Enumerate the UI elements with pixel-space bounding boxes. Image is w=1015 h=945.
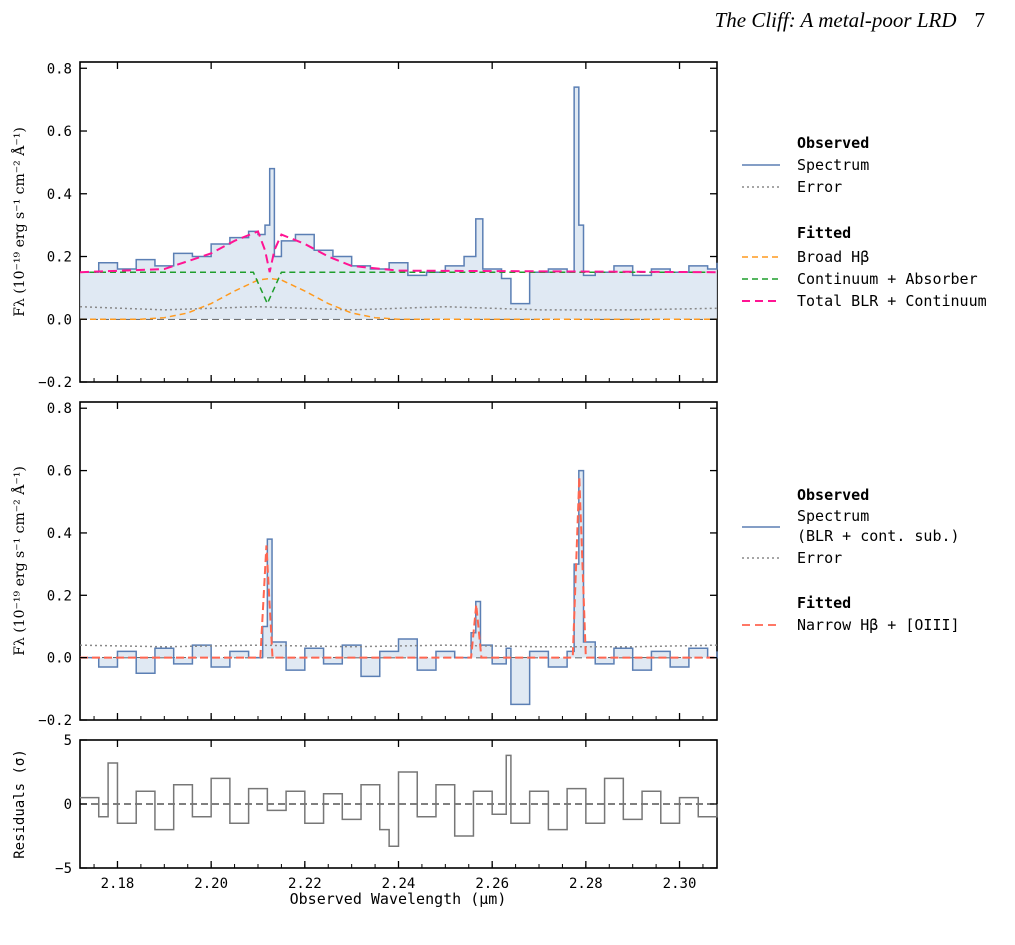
y-tick-label: 0.4 <box>47 526 72 542</box>
running-title: The Cliff: A metal-poor LRD <box>714 8 957 32</box>
y-tick-label: −0.2 <box>38 375 72 391</box>
y-tick-label: 0 <box>64 797 72 813</box>
panel-middle-plot: −0.2 0.0 0.2 0.4 0.6 0.8 <box>38 401 718 729</box>
panel-top-frame <box>79 61 718 383</box>
y-tick-label: 0.2 <box>47 250 72 266</box>
legend-top-spectrum: Spectrum <box>797 156 869 174</box>
y-tick-label: 0.0 <box>47 651 72 667</box>
legend-mid-error: Error <box>797 549 842 567</box>
y-tick-label: 5 <box>64 733 72 749</box>
y-tick-label: −5 <box>55 861 72 877</box>
y-tick-label: 0.6 <box>47 464 72 480</box>
x-tick-label: 2.18 <box>101 876 135 892</box>
panel-top-ylabel: Fλ (10⁻¹⁹ erg s⁻¹ cm⁻² Å⁻¹) <box>10 127 28 317</box>
y-tick-label: 0.8 <box>47 61 72 77</box>
spectrum-fill <box>80 87 717 320</box>
legend-top-error: Error <box>797 178 842 196</box>
running-header: The Cliff: A metal-poor LRD 7 <box>715 8 985 33</box>
x-axis-label: Observed Wavelength (μm) <box>290 890 507 908</box>
series-narrow-h-oiii- <box>80 476 717 659</box>
spectrum-fill <box>80 470 717 705</box>
series-broad-h- <box>80 277 717 321</box>
panel-middle-frame <box>79 401 718 721</box>
x-tick-label: 2.26 <box>475 876 509 892</box>
y-tick-label: 0.6 <box>47 124 72 140</box>
series-total-blr-continuum <box>79 230 718 274</box>
legend-top-total: Total BLR + Continuum <box>797 292 987 310</box>
x-tick-label: 2.20 <box>194 876 228 892</box>
legend-top-cont: Continuum + Absorber <box>797 270 978 288</box>
legend-top: Observed Spectrum Error Fitted Broad Hβ … <box>742 134 987 310</box>
panel-middle-ylabel: Fλ (10⁻¹⁹ erg s⁻¹ cm⁻² Å⁻¹) <box>10 466 28 656</box>
legend-mid-narrow: Narrow Hβ + [OIII] <box>797 616 960 634</box>
legend-top-fitted-title: Fitted <box>797 224 851 242</box>
x-tick-label: 2.24 <box>382 876 416 892</box>
legend-mid-spectrum-note: (BLR + cont. sub.) <box>797 527 960 545</box>
y-tick-label: 0.0 <box>47 312 72 328</box>
panel-top-plot: −0.2 0.0 0.2 0.4 0.6 0.8 <box>38 61 718 391</box>
series-residuals <box>80 754 718 847</box>
y-tick-label: 0.2 <box>47 588 72 604</box>
legend-mid-observed-title: Observed <box>797 486 869 504</box>
panel-bottom-plot: 2.18 2.20 2.22 2.24 2.26 2.28 2.30 −5 0 5 <box>55 733 718 892</box>
page-number: 7 <box>974 8 986 32</box>
y-tick-label: 0.8 <box>47 401 72 417</box>
legend-top-observed-title: Observed <box>797 134 869 152</box>
x-tick-label: 2.30 <box>663 876 697 892</box>
series-continuum-absorber <box>80 271 717 306</box>
panel-bottom-ylabel: Residuals (σ) <box>12 749 28 859</box>
x-tick-label: 2.28 <box>569 876 603 892</box>
legend-top-broad: Broad Hβ <box>797 248 869 266</box>
legend-middle: Observed Spectrum (BLR + cont. sub.) Err… <box>742 486 960 634</box>
x-tick-label: 2.22 <box>288 876 322 892</box>
series-spectrum-blr-cont-sub- <box>80 469 718 706</box>
y-tick-label: −0.2 <box>38 713 72 729</box>
legend-mid-fitted-title: Fitted <box>797 594 851 612</box>
y-tick-label: 0.4 <box>47 187 72 203</box>
legend-mid-spectrum: Spectrum <box>797 507 869 525</box>
